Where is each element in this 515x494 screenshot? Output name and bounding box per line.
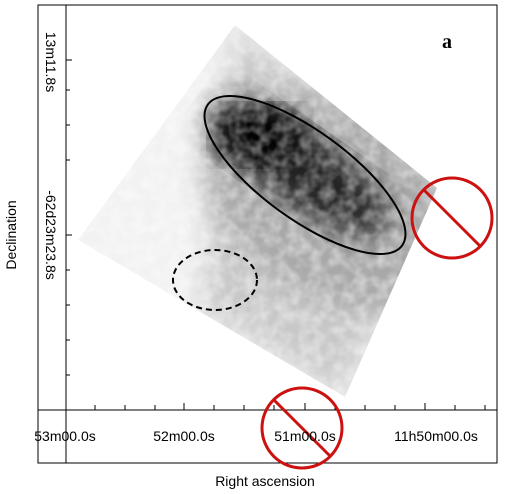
minor-ticks bbox=[66, 59, 486, 410]
y-tick-label: 13m11.8s bbox=[43, 32, 59, 92]
outer-frame bbox=[37, 4, 498, 464]
source-region bbox=[203, 94, 407, 256]
x-tick-label: 51m00.0s bbox=[274, 428, 335, 444]
panel-label: a bbox=[442, 31, 452, 53]
xray-image bbox=[78, 25, 437, 397]
x-tick-label: 11h50m00.0s bbox=[394, 428, 478, 444]
excluded-region bbox=[410, 176, 494, 260]
y-axis-label: Declination bbox=[3, 200, 19, 269]
x-tick-label: 52m00.0s bbox=[153, 428, 214, 444]
background-region bbox=[172, 249, 258, 311]
x-axis-label: Right ascension bbox=[215, 473, 315, 489]
excluded-region bbox=[260, 386, 344, 470]
x-tick-label: 53m00.0s bbox=[34, 428, 95, 444]
y-tick-label: -62d23m23.8s bbox=[43, 190, 59, 280]
